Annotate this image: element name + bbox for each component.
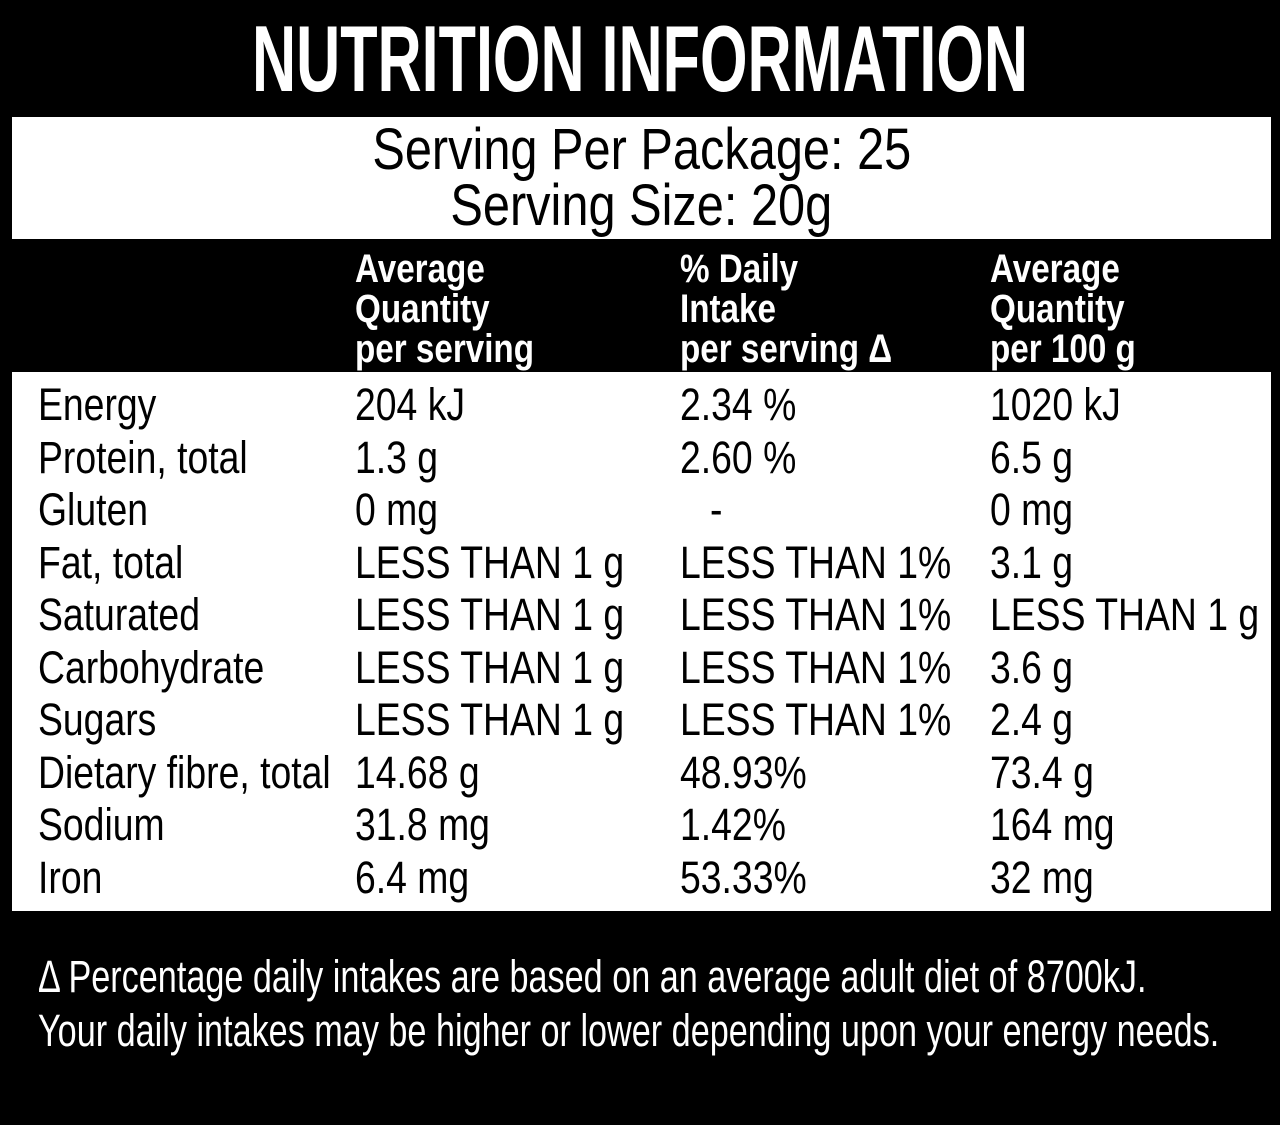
value-per-100g: 32 mg (990, 851, 1094, 903)
title-band: NUTRITION INFORMATION (0, 0, 1280, 117)
table-header-row: Average Quantity per serving % Daily Int… (12, 249, 1271, 369)
serving-size: Serving Size: 20g (450, 173, 833, 238)
nutrient-name: Saturated (38, 589, 200, 641)
value-per-serving: LESS THAN 1 g (355, 536, 625, 588)
header-line: per serving Δ (680, 327, 893, 371)
value-per-serving: 6.4 mg (355, 851, 470, 903)
nutrition-table: Energy 204 kJ 2.34 % 1020 kJ Protein, to… (12, 372, 1271, 911)
footnote-line-1: Δ Percentage daily intakes are based on … (38, 951, 1147, 1002)
value-daily-intake: LESS THAN 1% (680, 589, 952, 641)
value-daily-intake: 2.34 % (680, 379, 797, 431)
value-daily-intake: 48.93% (680, 746, 807, 798)
table-row-dietary-fibre: Dietary fibre, total 14.68 g 48.93% 73.4… (12, 747, 1271, 800)
table-row-protein: Protein, total 1.3 g 2.60 % 6.5 g (12, 432, 1271, 485)
header-line: per serving (355, 327, 534, 371)
value-daily-intake: LESS THAN 1% (680, 536, 952, 588)
page-title: NUTRITION INFORMATION (251, 5, 1029, 111)
column-header-daily-intake: % Daily Intake per serving Δ (680, 249, 990, 369)
value-per-serving: 204 kJ (355, 379, 466, 431)
value-per-100g: 2.4 g (990, 694, 1074, 746)
nutrient-name: Sugars (38, 694, 157, 746)
value-daily-intake: 1.42% (680, 799, 786, 851)
table-row-carbohydrate: Carbohydrate LESS THAN 1 g LESS THAN 1% … (12, 642, 1271, 695)
footnote: Δ Percentage daily intakes are based on … (38, 950, 1280, 1058)
value-per-100g: LESS THAN 1 g (990, 589, 1260, 641)
serving-info-panel: Serving Per Package: 25 Serving Size: 20… (12, 117, 1271, 239)
value-per-100g: 164 mg (990, 799, 1115, 851)
column-header-per-100g: Average Quantity per 100 g (990, 249, 1271, 369)
table-row-saturated: Saturated LESS THAN 1 g LESS THAN 1% LES… (12, 589, 1271, 642)
value-per-serving: 1.3 g (355, 431, 439, 483)
value-per-serving: LESS THAN 1 g (355, 694, 625, 746)
value-per-100g: 0 mg (990, 484, 1074, 536)
table-row-sodium: Sodium 31.8 mg 1.42% 164 mg (12, 799, 1271, 852)
value-daily-intake: LESS THAN 1% (680, 694, 952, 746)
footnote-line-2: Your daily intakes may be higher or lowe… (38, 1005, 1220, 1056)
nutrient-name: Iron (38, 851, 103, 903)
value-per-serving: LESS THAN 1 g (355, 589, 625, 641)
nutrient-name: Fat, total (38, 536, 184, 588)
column-header-spacer (38, 249, 355, 369)
header-line: % Daily (680, 247, 799, 291)
column-header-per-serving: Average Quantity per serving (355, 249, 680, 369)
nutrient-name: Carbohydrate (38, 641, 265, 693)
value-per-100g: 73.4 g (990, 746, 1094, 798)
header-line: Average (990, 247, 1120, 291)
value-per-serving: LESS THAN 1 g (355, 641, 625, 693)
nutrient-name: Sodium (38, 799, 165, 851)
value-daily-intake: - (710, 484, 723, 536)
header-line: Quantity (990, 287, 1125, 331)
value-daily-intake: 2.60 % (680, 431, 797, 483)
header-line: per 100 g (990, 327, 1136, 371)
table-row-fat: Fat, total LESS THAN 1 g LESS THAN 1% 3.… (12, 537, 1271, 590)
header-line: Quantity (355, 287, 490, 331)
value-per-100g: 3.1 g (990, 536, 1074, 588)
value-daily-intake: LESS THAN 1% (680, 641, 952, 693)
nutrient-name: Gluten (38, 484, 149, 536)
value-per-100g: 1020 kJ (990, 379, 1121, 431)
nutrient-name: Protein, total (38, 431, 248, 483)
header-line: Intake (680, 287, 776, 331)
table-row-sugars: Sugars LESS THAN 1 g LESS THAN 1% 2.4 g (12, 694, 1271, 747)
value-daily-intake: 53.33% (680, 851, 807, 903)
value-per-serving: 31.8 mg (355, 799, 490, 851)
table-row-energy: Energy 204 kJ 2.34 % 1020 kJ (12, 379, 1271, 432)
value-per-serving: 0 mg (355, 484, 439, 536)
nutrient-name: Dietary fibre, total (38, 746, 331, 798)
nutrient-name: Energy (38, 379, 157, 431)
value-per-100g: 3.6 g (990, 641, 1074, 693)
value-per-100g: 6.5 g (990, 431, 1074, 483)
table-row-gluten: Gluten 0 mg - 0 mg (12, 484, 1271, 537)
servings-per-package: Serving Per Package: 25 (372, 117, 911, 182)
value-per-serving: 14.68 g (355, 746, 480, 798)
table-row-iron: Iron 6.4 mg 53.33% 32 mg (12, 852, 1271, 905)
header-line: Average (355, 247, 485, 291)
